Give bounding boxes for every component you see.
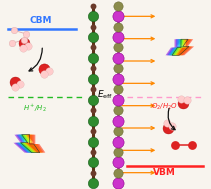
Text: H$^+$/H$_2$: H$^+$/H$_2$ [23, 102, 47, 114]
Point [116, 109, 120, 112]
Point [91, 130, 95, 133]
Polygon shape [20, 135, 39, 153]
Point [116, 25, 120, 28]
Point [43, 67, 46, 70]
Point [91, 182, 95, 185]
Polygon shape [168, 39, 185, 55]
Point [23, 42, 26, 45]
Polygon shape [176, 39, 193, 55]
Text: VBM: VBM [153, 168, 176, 177]
Point [91, 4, 95, 7]
Point [116, 171, 120, 174]
Point [181, 101, 184, 105]
Text: $E_{\rm eff}$: $E_{\rm eff}$ [97, 88, 113, 101]
Point [116, 161, 120, 164]
Point [166, 126, 169, 129]
Point [180, 97, 183, 100]
Polygon shape [17, 135, 36, 153]
Polygon shape [23, 135, 42, 153]
Point [116, 56, 120, 59]
Polygon shape [166, 39, 183, 55]
Point [91, 161, 95, 164]
Point [13, 81, 16, 84]
Polygon shape [167, 39, 184, 55]
Point [185, 99, 188, 102]
Point [91, 46, 95, 49]
Point [10, 42, 13, 45]
Point [23, 38, 26, 41]
Point [116, 130, 120, 133]
Polygon shape [18, 135, 37, 153]
Point [21, 46, 25, 49]
Polygon shape [15, 135, 34, 153]
Point [116, 88, 120, 91]
Text: O$_2$/H$_2$O: O$_2$/H$_2$O [151, 102, 178, 112]
Point [91, 67, 95, 70]
Polygon shape [22, 135, 41, 153]
Point [91, 150, 95, 153]
Polygon shape [173, 39, 190, 55]
Point [166, 122, 169, 125]
Point [13, 85, 16, 88]
Point [116, 36, 120, 39]
Point [116, 182, 120, 185]
Point [91, 98, 95, 101]
Point [91, 77, 95, 80]
Polygon shape [171, 39, 188, 55]
Point [171, 124, 174, 127]
Point [25, 33, 28, 36]
Polygon shape [14, 135, 32, 153]
Point [18, 82, 21, 85]
Point [91, 88, 95, 91]
Point [116, 4, 120, 7]
FancyArrowPatch shape [168, 108, 175, 130]
Point [116, 77, 120, 80]
Point [116, 46, 120, 49]
Point [116, 150, 120, 153]
Point [42, 72, 46, 75]
Point [116, 140, 120, 143]
Point [91, 25, 95, 28]
Polygon shape [177, 39, 194, 55]
Text: CBM: CBM [30, 15, 52, 25]
Point [116, 119, 120, 122]
Point [47, 70, 51, 73]
Point [190, 143, 194, 146]
FancyArrowPatch shape [29, 48, 42, 71]
Point [91, 140, 95, 143]
Point [116, 15, 120, 18]
Point [91, 109, 95, 112]
Polygon shape [26, 135, 45, 153]
Point [116, 98, 120, 101]
Point [12, 29, 15, 32]
Point [91, 119, 95, 122]
Point [91, 15, 95, 18]
Polygon shape [174, 39, 191, 55]
Point [173, 143, 177, 146]
Point [27, 45, 30, 48]
Point [91, 56, 95, 59]
Polygon shape [170, 39, 187, 55]
Point [91, 171, 95, 174]
Point [116, 67, 120, 70]
Point [91, 36, 95, 39]
Polygon shape [25, 135, 44, 153]
